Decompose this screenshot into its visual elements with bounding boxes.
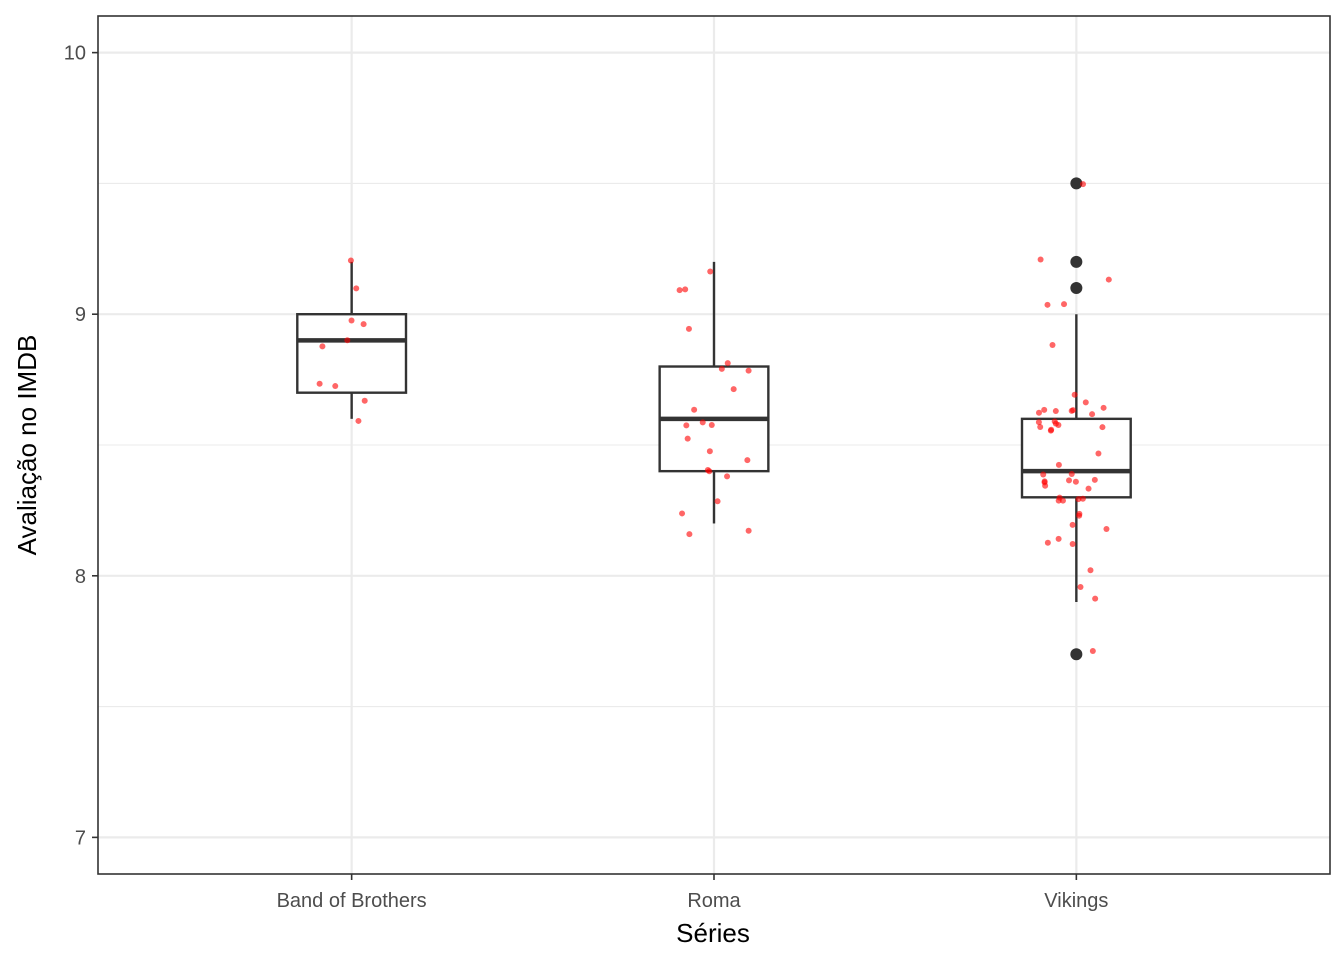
data-point [1040,471,1047,478]
data-point [1105,276,1112,283]
data-point [355,417,362,424]
data-point [1052,420,1059,427]
data-point [1092,595,1099,602]
data-point [1082,399,1089,406]
data-point [1071,391,1078,398]
data-point [684,435,691,442]
y-axis-title: Avaliação no IMDB [12,335,42,556]
data-point [686,531,693,538]
data-point [730,386,737,393]
data-point [1035,419,1042,426]
data-point [1085,485,1092,492]
data-point [1055,535,1062,542]
data-point [699,419,706,426]
data-point [1061,301,1068,308]
data-point [1087,567,1094,574]
data-point [1044,301,1051,308]
data-point [344,337,351,344]
data-point [1049,341,1056,348]
x-axis-title: Séries [676,918,750,948]
data-point [1077,583,1084,590]
data-point [708,422,715,429]
data-point [1037,423,1044,430]
box-2 [658,261,770,524]
data-point [676,287,683,294]
box-1 [296,261,408,419]
data-point [683,422,690,429]
data-point [1069,541,1076,548]
data-point [1080,181,1087,188]
data-point [316,380,323,387]
data-point [1047,427,1054,434]
data-point [1052,408,1059,415]
data-point [724,360,731,367]
data-point [718,365,725,372]
data-point [1079,495,1086,502]
data-point [348,317,355,324]
data-point [745,527,752,534]
data-point [1095,450,1102,457]
data-point [361,397,368,404]
outlier-point [1070,282,1083,295]
data-point [353,285,360,292]
data-point [714,498,721,505]
y-tick-label: 7 [75,827,86,849]
data-point [685,325,692,332]
y-tick-label: 10 [64,43,86,65]
y-tick-label: 9 [75,304,86,326]
data-point [706,468,713,475]
data-point [706,448,713,455]
data-point [1041,406,1048,413]
data-point [724,473,731,480]
data-point [1099,424,1106,431]
data-point [1068,471,1075,478]
x-tick-label: Roma [687,890,741,912]
data-point [682,286,689,293]
data-point [1066,477,1073,484]
x-tick-label: Vikings [1044,890,1108,912]
data-point [1035,409,1042,416]
box-iqr [1020,417,1132,499]
data-point [347,257,354,264]
data-point [744,457,751,464]
box-iqr [296,313,408,394]
data-point [1041,478,1048,485]
data-point [745,367,752,374]
y-tick-label: 8 [75,566,86,588]
data-point [679,510,686,517]
jitter-points-layer [316,181,1112,654]
data-point [1069,521,1076,528]
outlier-point [1070,177,1083,190]
data-point [707,268,714,275]
data-point [1070,407,1077,414]
data-point [691,406,698,413]
data-point [1091,476,1098,483]
data-point [319,343,326,350]
data-point [1037,256,1044,263]
y-axis: 7 8 9 10 [64,43,98,849]
data-point [1055,497,1062,504]
outlier-point [1070,648,1083,661]
x-axis: Band of Brothers Roma Vikings [277,874,1108,912]
outlier-point [1070,255,1083,268]
data-point [332,383,339,390]
data-point [1055,461,1062,468]
data-point [360,321,367,328]
data-point [1100,404,1107,411]
data-point [1089,411,1096,418]
data-point [1103,526,1110,533]
data-point [1044,539,1051,546]
data-point [1072,478,1079,485]
x-tick-label: Band of Brothers [277,890,427,912]
box-layer [296,177,1132,661]
data-point [1089,647,1096,654]
data-point [1075,496,1082,503]
data-point [1076,510,1083,517]
